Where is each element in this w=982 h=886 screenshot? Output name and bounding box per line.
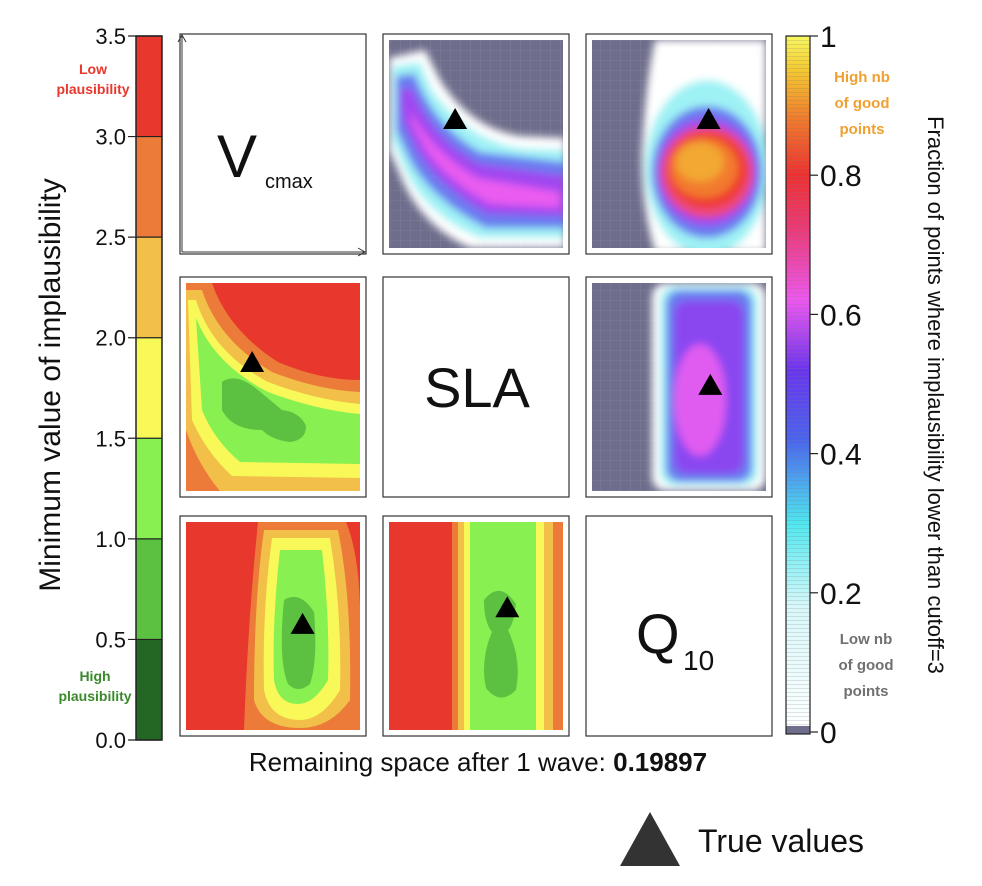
diagonal-labels: V cmax SLA Q 10 bbox=[217, 123, 714, 676]
panel-3-3-frame bbox=[585, 515, 773, 737]
right-colorbar-stripes bbox=[786, 36, 810, 732]
left-colorbar-band-4 bbox=[136, 237, 162, 338]
high-nb-note-line1: High nb bbox=[834, 69, 890, 86]
left-colorbar-tick-label-3: 2.0 bbox=[95, 326, 126, 351]
low-plausibility-note-line1: Low bbox=[79, 61, 107, 77]
low-nb-note-line1: Low nb bbox=[840, 631, 893, 648]
left-colorbar-tick-label-6: 0.5 bbox=[95, 627, 126, 652]
remaining-space-prefix: Remaining space after 1 wave: bbox=[249, 747, 613, 777]
high-plausibility-note-line1: High bbox=[79, 668, 110, 684]
low-nb-note-line3: points bbox=[844, 683, 889, 700]
right-colorbar-label: Fraction of points where implausibility … bbox=[923, 116, 948, 674]
parameter-1-subscript: cmax bbox=[265, 171, 313, 193]
high-nb-note-line2: of good bbox=[835, 95, 890, 112]
left-colorbar-band-6 bbox=[136, 36, 162, 137]
high-plausibility-note-line2: plausibility bbox=[58, 688, 131, 704]
panel-1-2-fraction bbox=[389, 40, 563, 248]
panel-1-3-fraction bbox=[592, 40, 766, 248]
remaining-space-value: 0.19897 bbox=[613, 747, 707, 777]
left-colorbar-band-5 bbox=[136, 136, 162, 238]
left-colorbar-bands bbox=[136, 36, 162, 740]
true-values-legend: True values bbox=[620, 812, 864, 866]
true-value-marker-2-1 bbox=[240, 351, 265, 373]
true-value-marker-1-3 bbox=[696, 108, 721, 130]
panel-2-1-contour-0p5 bbox=[222, 378, 306, 442]
panel-1-2-contour-purple bbox=[400, 88, 563, 216]
panel-2-1-contour-1p0 bbox=[196, 318, 360, 464]
right-colorbar-zero-swatch bbox=[786, 726, 810, 734]
y-axis-arrow-head bbox=[177, 33, 187, 43]
right-colorbar-tick-label-3: 0.4 bbox=[820, 439, 862, 472]
parameter-3-subscript: 10 bbox=[683, 645, 714, 676]
true-value-markers bbox=[240, 108, 723, 634]
left-colorbar-tick-label-0: 3.5 bbox=[95, 24, 126, 49]
left-colorbar-tick-label-5: 1.0 bbox=[95, 527, 126, 552]
high-nb-note-line3: points bbox=[840, 121, 885, 138]
parameter-1-name: V bbox=[217, 123, 257, 190]
true-value-marker-3-2 bbox=[495, 596, 520, 618]
true-values-legend-label: True values bbox=[698, 823, 864, 859]
left-colorbar-tick-label-7: 0.0 bbox=[95, 728, 126, 753]
left-colorbar-ticks: 3.5 3.0 2.5 2.0 1.5 1.0 0.5 0.0 bbox=[95, 24, 162, 753]
right-colorbar-frame bbox=[785, 35, 811, 735]
panel-1-1-frame bbox=[179, 33, 367, 255]
panel-3-2-contour-0p5 bbox=[484, 590, 518, 698]
right-colorbar-tick-label-4: 0.2 bbox=[820, 578, 862, 611]
panel-2-3-contour-pink bbox=[674, 344, 726, 456]
left-colorbar-band-0 bbox=[136, 639, 162, 740]
parameter-2-name: SLA bbox=[424, 356, 530, 419]
left-colorbar-band-3 bbox=[136, 337, 162, 439]
panel-2-2-frame bbox=[382, 276, 570, 498]
low-nb-note-line2: of good bbox=[839, 657, 894, 674]
panel-1-2-contour-pink bbox=[410, 110, 560, 208]
right-colorbar-tick-label-2: 0.6 bbox=[820, 299, 862, 332]
right-colorbar-ticks: 1 0.8 0.6 0.4 0.2 0 bbox=[810, 21, 862, 750]
left-colorbar-band-2 bbox=[136, 438, 162, 539]
panel-1-1-axis-arrows bbox=[177, 33, 367, 257]
low-plausibility-note-line2: plausibility bbox=[56, 81, 129, 97]
left-colorbar-tick-label-1: 3.0 bbox=[95, 125, 126, 150]
x-axis-arrow-head bbox=[357, 247, 367, 257]
true-value-marker-1-2 bbox=[443, 108, 468, 130]
left-colorbar-tick-label-4: 1.5 bbox=[95, 426, 126, 451]
true-value-marker-2-3 bbox=[698, 373, 723, 395]
panel-3-1-implausibility bbox=[186, 522, 360, 730]
panel-1-3-contour-amber bbox=[676, 142, 724, 182]
parameter-3-name: Q bbox=[636, 602, 680, 665]
left-colorbar-label: Minimum value of implausibility bbox=[34, 178, 67, 591]
true-value-marker-3-1 bbox=[290, 612, 315, 634]
left-colorbar-tick-label-2: 2.5 bbox=[95, 225, 126, 250]
right-colorbar-tick-label-1: 0.8 bbox=[820, 160, 862, 193]
remaining-space-caption: Remaining space after 1 wave: 0.19897 bbox=[249, 747, 707, 777]
true-values-legend-triangle bbox=[620, 812, 680, 866]
panel-3-1-contour-0p5 bbox=[281, 596, 316, 689]
left-colorbar: 3.5 3.0 2.5 2.0 1.5 1.0 0.5 0.0 Minimum value o… bbox=[34, 24, 163, 753]
right-colorbar-tick-label-0: 1 bbox=[820, 21, 837, 54]
right-colorbar-tick-label-5: 0 bbox=[820, 717, 837, 750]
left-colorbar-band-1 bbox=[136, 538, 162, 640]
panel-2-1-implausibility bbox=[186, 283, 360, 491]
panel-2-3-fraction bbox=[592, 283, 766, 491]
panel-3-2-implausibility bbox=[389, 522, 563, 730]
right-colorbar: 1 0.8 0.6 0.4 0.2 0 Fraction of points where … bbox=[785, 21, 948, 750]
